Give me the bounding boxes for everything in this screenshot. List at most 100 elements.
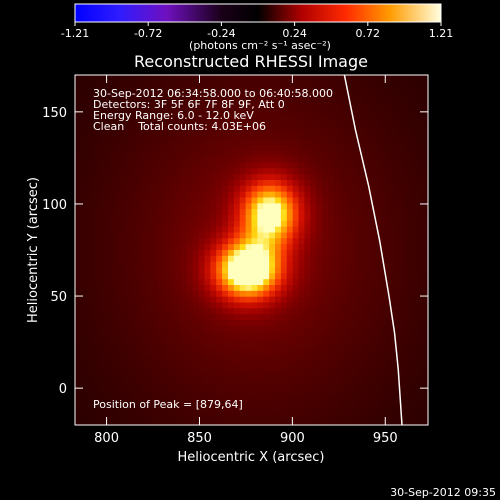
heatmap-cell [239,86,246,93]
heatmap-cell [122,185,129,193]
heatmap-cell [163,86,170,93]
heatmap-cell [127,162,135,169]
heatmap-cell [139,145,146,152]
heatmap-cell [92,180,99,187]
heatmap-cell [245,80,252,88]
heatmap-cell [222,185,229,193]
heatmap-cell [92,244,99,251]
heatmap-cell [351,215,358,222]
heatmap-cell [322,255,329,263]
heatmap-cell [351,302,358,309]
heatmap-cell [357,349,364,356]
heatmap-cell [422,197,428,204]
heatmap-cell [75,419,82,425]
heatmap-cell [233,366,241,373]
heatmap-cell [327,110,335,117]
heatmap-cell [257,121,264,128]
heatmap-cell [216,104,223,111]
heatmap-cell [175,302,182,309]
heatmap-cell [127,244,135,251]
heatmap-cell [327,197,335,204]
heatmap-cell [304,80,311,88]
heatmap-cell [239,378,246,385]
heatmap-cell [116,372,123,379]
heatmap-cell [333,104,341,111]
heatmap-cell [227,320,235,327]
heatmap-cell [169,110,176,117]
heatmap-cell [245,401,252,408]
heatmap-cell [404,401,411,408]
heatmap-cell [380,139,388,146]
heatmap-cell [80,337,88,344]
heatmap-cell [386,267,394,274]
heatmap-cell [198,80,205,88]
heatmap-cell [92,419,99,425]
heatmap-cell [345,121,352,128]
heatmap-cell [198,145,205,152]
heatmap-cell [186,92,194,99]
heatmap-cell [257,255,264,263]
heatmap-cell [210,115,217,123]
heatmap-cell [392,191,399,198]
heatmap-cell [180,180,188,187]
heatmap-cell [175,366,182,373]
heatmap-cell [210,156,217,163]
heatmap-cell [133,197,141,204]
heatmap-cell [304,349,311,356]
heatmap-cell [404,337,411,344]
heatmap-cell [422,413,428,420]
heatmap-cell [316,139,323,146]
heatmap-cell [269,378,276,385]
heatmap-cell [292,355,299,362]
heatmap-cell [198,366,205,373]
heatmap-cell [180,267,188,274]
heatmap-cell [304,355,311,362]
heatmap-cell [410,139,417,146]
heatmap-cell [86,378,93,385]
heatmap-cell [257,98,264,105]
heatmap-cell [416,133,423,140]
heatmap-cell [380,390,388,397]
heatmap-cell [416,419,423,425]
heatmap-cell [416,401,423,408]
heatmap-cell [416,156,423,163]
heatmap-cell [239,325,246,333]
heatmap-cell [316,244,323,251]
heatmap-cell [80,290,88,298]
heatmap-cell [92,250,99,257]
heatmap-cell [122,255,129,263]
heatmap-cell [322,150,329,158]
heatmap-cell [398,203,405,210]
heatmap-cell [386,285,394,292]
heatmap-cell [80,80,88,88]
heatmap-cell [116,145,123,152]
heatmap-cell [351,145,358,152]
heatmap-cell [86,127,93,134]
heatmap-cell [357,104,364,111]
heatmap-cell [227,401,235,408]
heatmap-cell [416,255,423,263]
heatmap-cell [304,168,311,175]
heatmap-cell [163,162,170,169]
heatmap-cell [333,185,341,193]
heatmap-cell [127,296,135,303]
heatmap-cell [333,390,341,397]
heatmap-cell [198,185,205,193]
heatmap-cell [327,168,335,175]
heatmap-cell [151,395,158,403]
heatmap-cell [86,401,93,408]
heatmap-cell [263,343,270,350]
heatmap-cell [398,401,405,408]
heatmap-cell [416,145,423,152]
heatmap-cell [216,413,223,420]
heatmap-cell [151,255,158,263]
heatmap-cell [351,150,358,158]
heatmap-cell [398,86,405,93]
heatmap-cell [357,250,364,257]
heatmap-cell [145,407,152,414]
heatmap-cell [410,80,417,88]
heatmap-cell [386,320,394,327]
heatmap-cell [169,162,176,169]
heatmap-cell [416,80,423,88]
heatmap-cell [280,273,288,280]
